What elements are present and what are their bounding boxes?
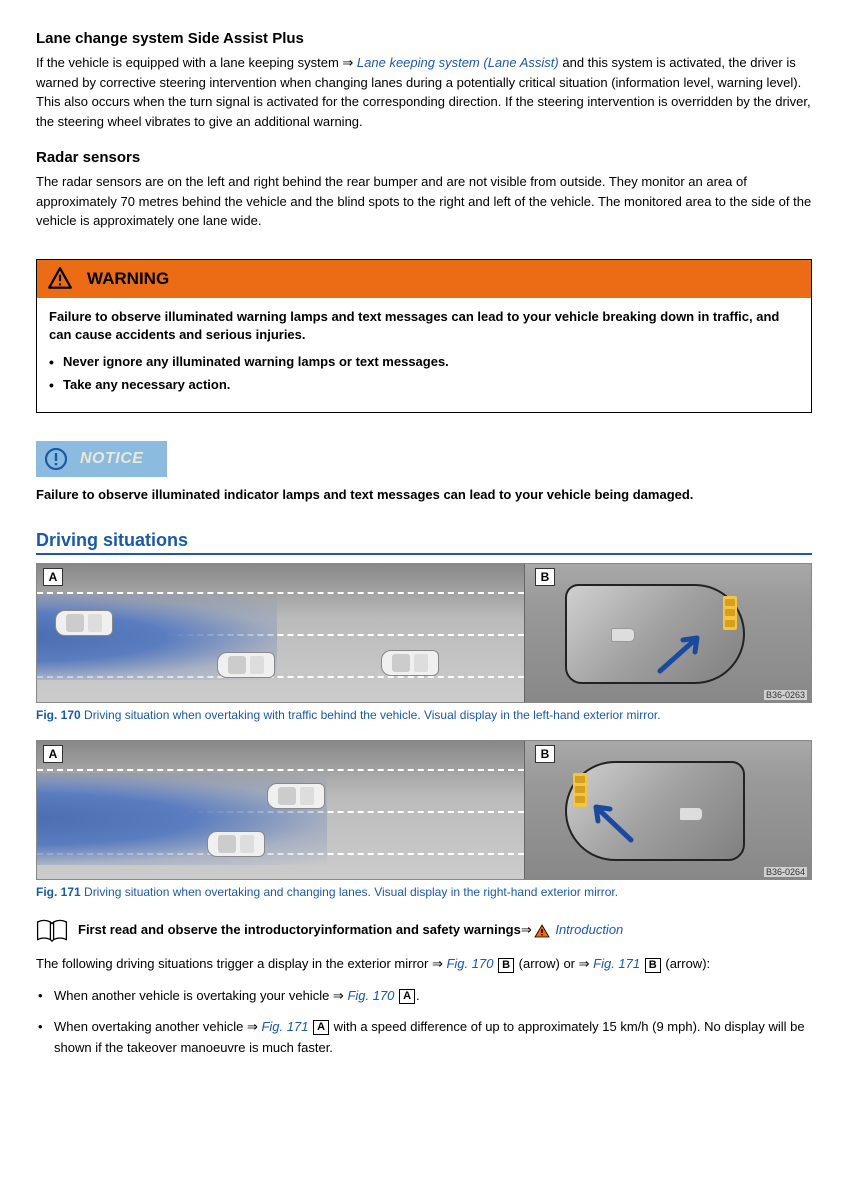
section1-text: If the vehicle is equipped with a lane k…: [36, 53, 812, 131]
warning-lead: Failure to observe illuminated warning l…: [49, 308, 799, 344]
following-text: The following driving situations trigger…: [36, 954, 812, 974]
warning-triangle-icon: [47, 266, 73, 292]
car-in-mirror-icon: [679, 807, 703, 821]
text: (arrow) or ⇒: [515, 956, 593, 971]
panel-label-b: B: [535, 568, 555, 586]
letter-b-box: B: [498, 958, 514, 973]
fig-number: Fig. 170: [36, 708, 81, 722]
letter-a-box: A: [399, 989, 415, 1004]
arrow-glyph: ⇒: [521, 922, 532, 937]
fig171-panel-a: [37, 741, 525, 879]
fig171-link[interactable]: Fig. 171: [261, 1019, 308, 1034]
text: When another vehicle is overtaking your …: [54, 988, 347, 1003]
panel-label-b: B: [535, 745, 555, 763]
fig170-link[interactable]: Fig. 170: [446, 956, 493, 971]
text: .: [416, 988, 420, 1003]
read-first-text: First read and observe the introductoryi…: [78, 922, 623, 938]
notice-exclamation-icon: [44, 447, 68, 471]
arrow-icon: [655, 626, 715, 676]
list-item: When overtaking another vehicle ⇒ Fig. 1…: [54, 1017, 812, 1059]
warning-body: Failure to observe illuminated warning l…: [37, 298, 811, 412]
fig-number: Fig. 171: [36, 885, 81, 899]
list-item: When another vehicle is overtaking your …: [54, 986, 812, 1007]
introduction-link[interactable]: Introduction: [555, 922, 623, 937]
warning-triangle-small-icon: [534, 924, 550, 938]
indicator-lamp-icon: [723, 596, 737, 630]
figure-171: A B B36-0264: [36, 740, 812, 880]
warning-header: WARNING: [37, 260, 811, 298]
text: The following driving situations trigger…: [36, 956, 446, 971]
text: If the vehicle is equipped with a lane k…: [36, 55, 357, 70]
panel-label-a: A: [43, 568, 63, 586]
warning-label: WARNING: [87, 269, 169, 289]
letter-a-box: A: [313, 1020, 329, 1035]
situations-list: When another vehicle is overtaking your …: [36, 986, 812, 1058]
warning-item: Take any necessary action.: [63, 377, 799, 392]
section-title-side-assist: Lane change system Side Assist Plus: [36, 30, 812, 47]
car-icon: [207, 831, 265, 857]
warning-item: Never ignore any illuminated warning lam…: [63, 354, 799, 369]
fig171-link[interactable]: Fig. 171: [593, 956, 640, 971]
car-icon: [217, 652, 275, 678]
figure-code: B36-0263: [764, 690, 807, 700]
letter-b-box: B: [645, 958, 661, 973]
caption-text: Driving situation when overtaking with t…: [81, 708, 661, 722]
book-icon: [36, 918, 68, 942]
arrow-icon: [581, 795, 641, 845]
driving-situations-heading[interactable]: Driving situations: [36, 530, 812, 555]
fig171-caption: Fig. 171 Driving situation when overtaki…: [36, 884, 812, 901]
notice-text: Failure to observe illuminated indicator…: [36, 487, 812, 502]
caption-text: Driving situation when overtaking and ch…: [81, 885, 618, 899]
car-in-mirror-icon: [611, 628, 635, 642]
text: (arrow):: [662, 956, 710, 971]
notice-header: NOTICE: [36, 441, 167, 477]
lane-assist-link[interactable]: Lane keeping system (Lane Assist): [357, 55, 559, 70]
text: When overtaking another vehicle ⇒: [54, 1019, 261, 1034]
car-icon: [267, 783, 325, 809]
fig170-link[interactable]: Fig. 170: [347, 988, 394, 1003]
car-icon: [55, 610, 113, 636]
figure-code: B36-0264: [764, 867, 807, 877]
fig171-panel-b: B36-0264: [525, 741, 811, 879]
panel-label-a: A: [43, 745, 63, 763]
notice-label: NOTICE: [80, 450, 143, 468]
warning-box: WARNING Failure to observe illuminated w…: [36, 259, 812, 413]
fig170-panel-b: B36-0263: [525, 564, 811, 702]
section2-text: The radar sensors are on the left and ri…: [36, 172, 812, 231]
car-icon: [381, 650, 439, 676]
section-title-radar: Radar sensors: [36, 149, 812, 166]
read-first-bold: First read and observe the introductoryi…: [78, 922, 521, 937]
figure-170: A B B36-0263: [36, 563, 812, 703]
fig170-caption: Fig. 170 Driving situation when overtaki…: [36, 707, 812, 724]
warning-list: Never ignore any illuminated warning lam…: [49, 354, 799, 392]
fig170-panel-a: [37, 564, 525, 702]
read-first-row: First read and observe the introductoryi…: [36, 918, 812, 942]
